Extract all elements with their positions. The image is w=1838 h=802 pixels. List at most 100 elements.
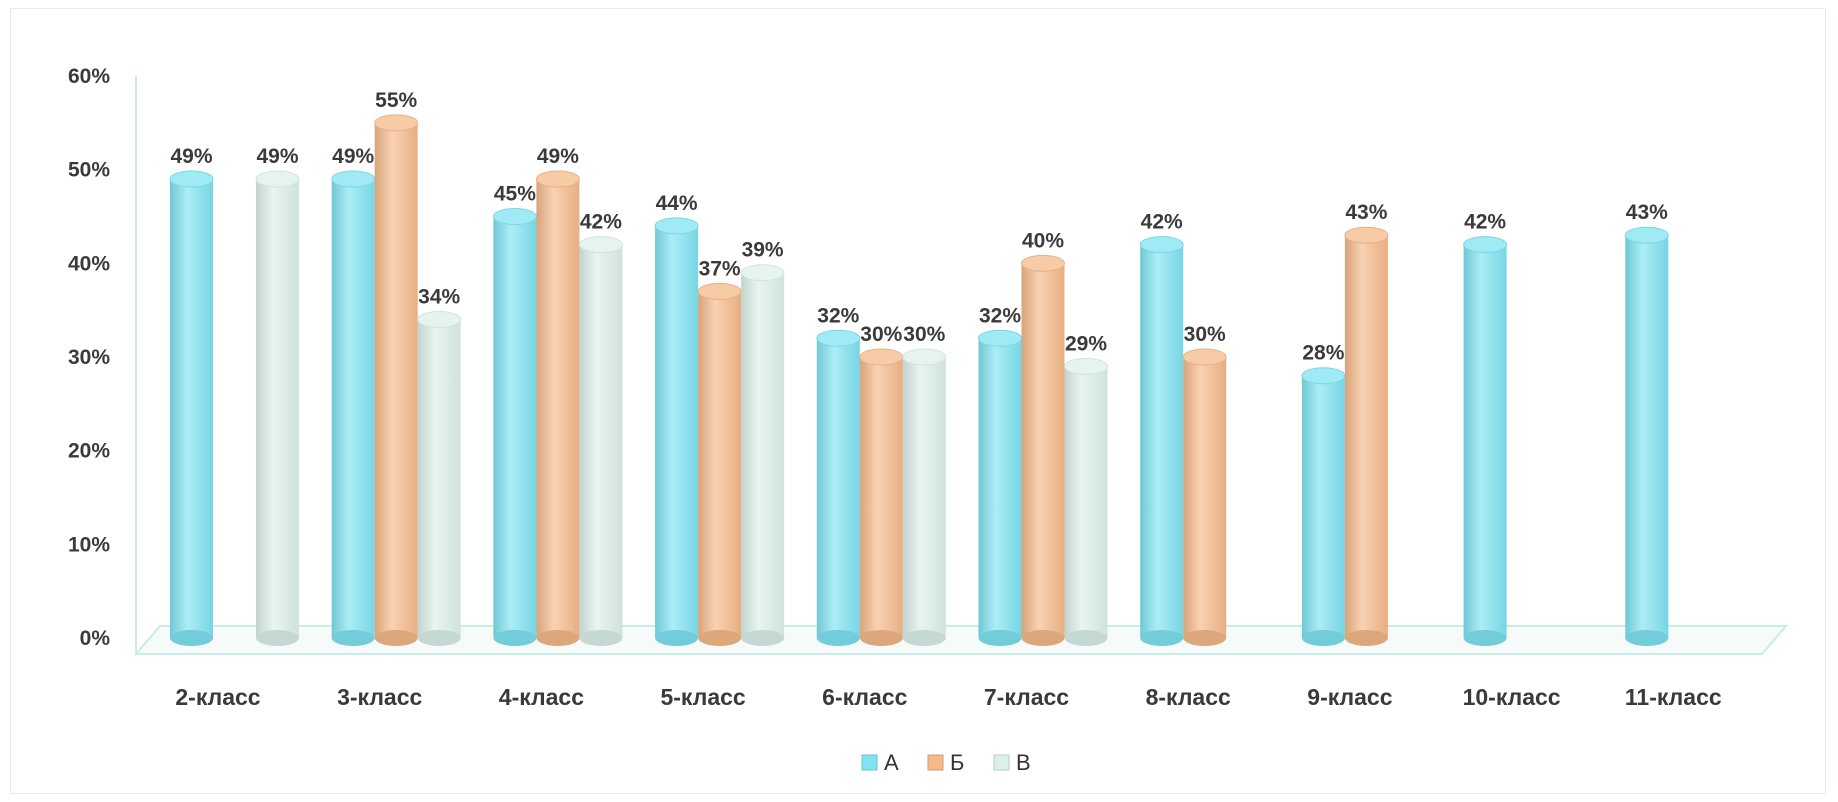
bar-top xyxy=(255,170,300,188)
bar-body xyxy=(170,179,213,639)
legend: А Б В xyxy=(861,750,1031,775)
bar-body xyxy=(741,272,785,638)
bar-top xyxy=(859,348,904,366)
data-label: 28% xyxy=(1302,342,1344,365)
legend-swatch xyxy=(993,754,1010,771)
bar-base xyxy=(1183,630,1227,646)
bar-top xyxy=(654,217,699,235)
data-label: 40% xyxy=(1022,229,1064,252)
bar xyxy=(331,170,376,646)
data-label: 29% xyxy=(1065,332,1107,355)
bar-top xyxy=(169,170,214,188)
bar-base xyxy=(1140,630,1184,646)
bar-top xyxy=(978,329,1022,347)
bar-body xyxy=(417,319,461,638)
legend-label: Б xyxy=(950,750,964,775)
bar-top xyxy=(740,264,785,282)
bar-top xyxy=(492,208,537,225)
category-label: 7-класс xyxy=(984,684,1069,710)
data-label: 30% xyxy=(903,323,945,346)
data-label: 55% xyxy=(375,89,417,112)
bar-base xyxy=(374,630,418,646)
category-label: 6-класс xyxy=(822,684,907,710)
bar-top xyxy=(374,114,419,132)
chart-frame xyxy=(10,8,1826,794)
bar-body xyxy=(859,357,903,638)
bar-body xyxy=(536,179,580,639)
data-label: 37% xyxy=(699,257,741,280)
bar-body xyxy=(698,291,742,638)
bar-base xyxy=(902,630,946,646)
data-label: 42% xyxy=(1141,211,1183,234)
bar-top xyxy=(697,282,742,300)
bar xyxy=(978,329,1022,646)
legend-item: А xyxy=(861,750,899,775)
bar xyxy=(255,170,300,646)
bar-top xyxy=(816,329,861,347)
legend-item: В xyxy=(993,750,1031,775)
data-label: 30% xyxy=(860,323,902,346)
bar-top xyxy=(1624,226,1669,244)
bar-top xyxy=(1463,236,1508,254)
category-label: 2-класс xyxy=(175,684,260,710)
bars xyxy=(169,114,1669,646)
bar-base xyxy=(655,630,699,646)
data-label: 32% xyxy=(817,304,859,327)
data-label: 30% xyxy=(1184,323,1226,346)
bar-base xyxy=(1021,630,1065,646)
data-label: 43% xyxy=(1345,201,1387,224)
y-tick-label: 40% xyxy=(68,252,110,275)
bar xyxy=(859,348,904,646)
bar-base xyxy=(1625,630,1669,646)
bar xyxy=(1182,348,1227,646)
bar-top xyxy=(1301,367,1346,385)
bar-base xyxy=(698,630,742,646)
bar xyxy=(169,170,214,646)
bar-top xyxy=(417,311,462,329)
bar-top xyxy=(1021,254,1065,272)
data-label: 49% xyxy=(537,145,579,168)
bar xyxy=(1139,236,1184,646)
bar-base xyxy=(1064,630,1108,646)
bar-top xyxy=(535,170,580,188)
bar xyxy=(578,236,623,646)
y-tick-label: 10% xyxy=(68,533,110,556)
bar-body xyxy=(1064,366,1108,638)
bar-body xyxy=(256,179,299,639)
bar xyxy=(1463,236,1508,646)
bar-top xyxy=(1139,236,1184,254)
category-label: 9-класс xyxy=(1307,684,1392,710)
bar xyxy=(902,348,947,646)
data-label: 49% xyxy=(170,145,212,168)
bar-base xyxy=(859,630,903,646)
bar-body xyxy=(1344,235,1388,638)
category-label: 11-класс xyxy=(1625,684,1722,710)
data-label: 34% xyxy=(418,286,460,309)
y-tick-label: 30% xyxy=(68,346,110,369)
bar-body xyxy=(655,225,699,638)
bar xyxy=(1344,226,1389,646)
x-axis: 2-класс 3-класс 4-класс 5-класс 6-класс 7-кла… xyxy=(175,684,1721,710)
data-label: 42% xyxy=(1464,211,1506,234)
bar xyxy=(374,114,419,646)
bar xyxy=(654,217,699,646)
data-label: 49% xyxy=(256,145,298,168)
y-axis: 0% 10% 20% 30% 40% 50% 60% xyxy=(68,65,137,654)
bar-top xyxy=(578,236,623,254)
bar-body xyxy=(493,216,537,638)
legend-swatch xyxy=(861,754,878,771)
bar-body xyxy=(1625,235,1669,638)
bar-body xyxy=(1021,263,1065,638)
bar-base xyxy=(1301,630,1345,646)
y-tick-label: 60% xyxy=(68,65,110,88)
bar-body xyxy=(902,357,946,638)
bar xyxy=(535,170,580,646)
category-label: 10-класс xyxy=(1463,684,1561,710)
bar-base xyxy=(978,630,1022,646)
data-labels: 49% 49%45% 44%32% 32%42%28%42% 43%55%49%37%3… xyxy=(170,89,1668,365)
bar-body xyxy=(1301,375,1345,638)
bar-base xyxy=(816,630,860,646)
data-label: 43% xyxy=(1626,201,1668,224)
bar xyxy=(417,311,462,646)
